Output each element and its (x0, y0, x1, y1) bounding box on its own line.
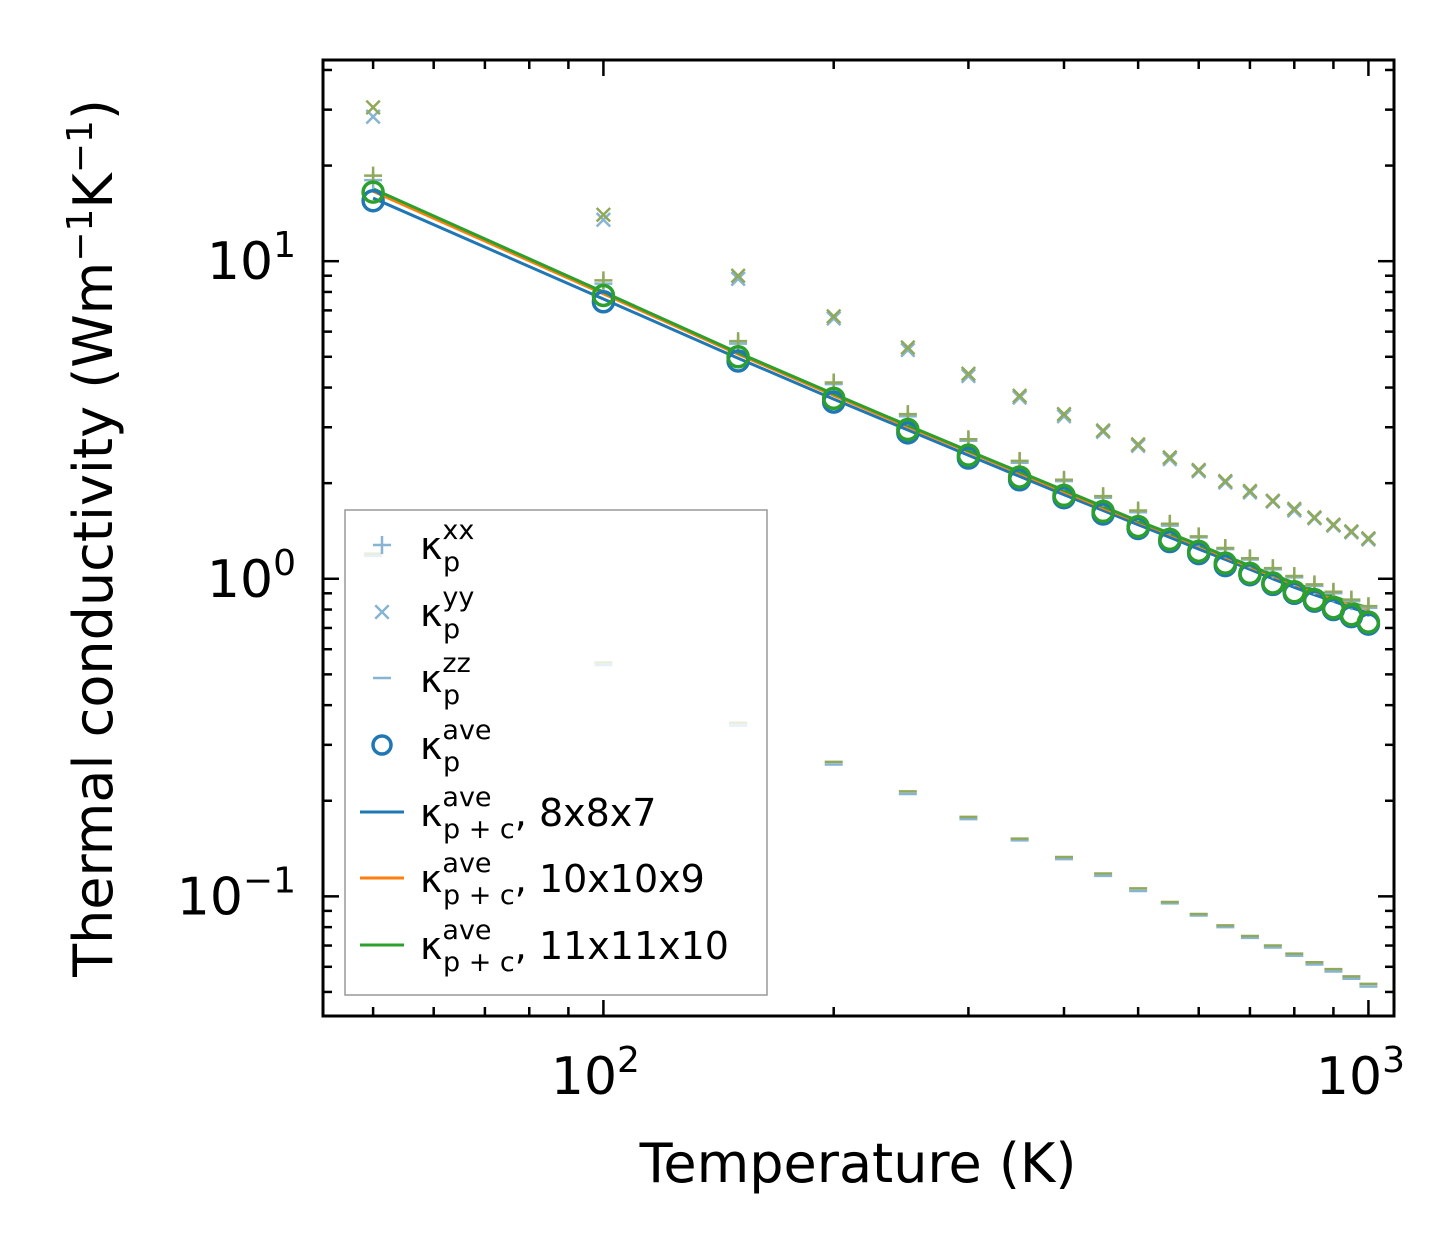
data-point (960, 366, 977, 382)
data-point (726, 345, 750, 369)
data-point (1343, 523, 1360, 540)
data-point (591, 290, 616, 314)
data-point (1052, 483, 1076, 508)
legend-entry-ave8x8x7: κave p + c, 8x8x7 (360, 782, 656, 845)
data-point (730, 271, 746, 287)
y-tick-label: 10−1 (177, 860, 296, 927)
data-point (900, 339, 916, 356)
data-point (595, 207, 612, 223)
series-ave-11x11x10-circle (361, 180, 1381, 634)
data-point (1286, 501, 1302, 517)
x-tick-label: 102 (551, 1040, 640, 1107)
data-point (900, 342, 916, 358)
data-point (1126, 514, 1150, 539)
axis-tick-labels: 102 103 10−1 100 101 (177, 225, 1405, 1107)
legend-entry-ave11x11x10: κave p + c, 11x11x10 (360, 915, 729, 978)
data-point (826, 308, 842, 325)
x-axis-label: Temperature (K) (639, 1132, 1077, 1195)
data-point (1011, 388, 1028, 404)
data-point (1306, 509, 1323, 526)
data-point (960, 368, 977, 384)
data-point (1162, 449, 1178, 466)
data-point (591, 283, 616, 308)
data-point (1095, 422, 1111, 439)
legend-entry-ave: κave p (371, 715, 492, 778)
data-point (1091, 499, 1115, 524)
data-point (1056, 408, 1072, 424)
data-point (1302, 587, 1327, 612)
data-point (1191, 462, 1207, 478)
data-point (1356, 610, 1381, 634)
legend-label: κyy p (420, 582, 474, 645)
legend-entry-ave10x10x9: κave p + c, 10x10x9 (360, 848, 705, 911)
data-point (821, 386, 846, 411)
data-point (826, 310, 842, 327)
data-point (1056, 406, 1072, 422)
axis-ticks (323, 60, 1394, 1016)
series-yy-11x11x10-x (365, 99, 1377, 547)
legend-marker (373, 536, 391, 554)
data-point (1261, 571, 1285, 595)
legend-label: κave p + c, 11x11x10 (420, 915, 729, 978)
y-tick-label: 101 (207, 225, 296, 292)
legend-entry-yy: κyy p (374, 582, 474, 645)
data-point (361, 180, 385, 204)
data-point (1213, 551, 1238, 575)
legend-label: κave p + c, 8x8x7 (420, 782, 656, 845)
legend-box (344, 509, 768, 996)
data-point (1325, 517, 1342, 533)
data-point (595, 212, 612, 228)
y-tick-label: 100 (207, 543, 296, 610)
legend-label: κzz p (420, 648, 471, 711)
plot-marks (361, 99, 1381, 988)
data-point (1238, 561, 1262, 586)
data-point (361, 188, 385, 213)
data-point (896, 417, 920, 442)
data-point (730, 268, 746, 284)
data-point (1158, 527, 1182, 552)
data-point (1130, 436, 1146, 452)
x-tick-label: 103 (1316, 1040, 1405, 1107)
legend-label: κave p + c, 10x10x9 (420, 848, 705, 911)
legend-marker (374, 604, 390, 620)
data-point (1011, 389, 1028, 406)
data-point (956, 443, 981, 467)
legend-label: κave p (420, 715, 492, 778)
data-point (1007, 465, 1032, 489)
legend-marker (371, 734, 393, 756)
y-axis-label: Thermal conductivity (Wm−1K−1) (60, 99, 125, 978)
data-point (1186, 539, 1211, 564)
plot-frame (321, 58, 1396, 1018)
legend-entry-xx: κxx p (373, 515, 474, 578)
legend-entry-zz: κzz p (373, 648, 471, 711)
data-point (1242, 483, 1258, 499)
data-point (365, 99, 381, 116)
data-point (1217, 473, 1233, 489)
data-point (1265, 493, 1281, 509)
legend-label: κxx p (420, 515, 474, 578)
data-point (1282, 580, 1307, 604)
data-point (1360, 530, 1377, 547)
